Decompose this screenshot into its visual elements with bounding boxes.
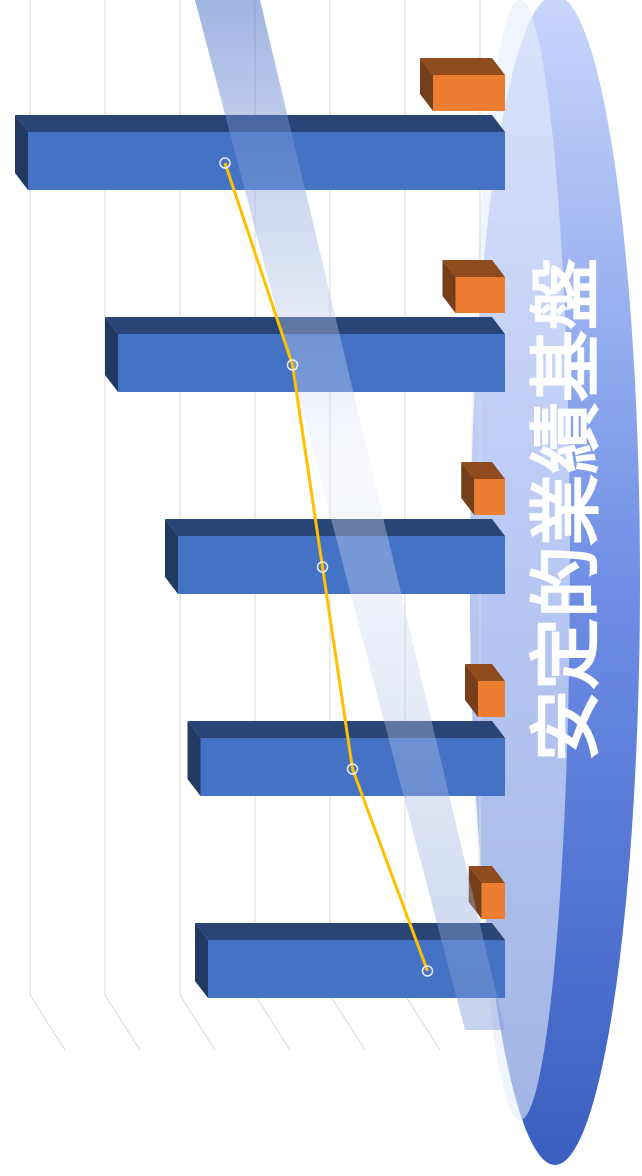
page: {"chart_data": {"type": "bar", "title": … bbox=[0, 0, 642, 1176]
grid-line-floor bbox=[30, 995, 65, 1050]
chart-title: 安定的業績基盤 bbox=[525, 258, 609, 762]
bar-front bbox=[482, 883, 505, 919]
bar bbox=[443, 260, 506, 313]
chart: 安定的業績基盤 bbox=[0, 0, 642, 1176]
bar-top bbox=[420, 58, 505, 75]
bar-front bbox=[456, 277, 506, 313]
grid-line-floor bbox=[255, 995, 290, 1050]
grid-line-floor bbox=[105, 995, 140, 1050]
grid-line-floor bbox=[405, 995, 440, 1050]
grid-line-floor bbox=[330, 995, 365, 1050]
bar-front bbox=[433, 75, 505, 111]
bar-front bbox=[474, 479, 505, 515]
grid-line-floor bbox=[180, 995, 215, 1050]
bar bbox=[420, 58, 505, 111]
bar-front bbox=[478, 681, 505, 717]
